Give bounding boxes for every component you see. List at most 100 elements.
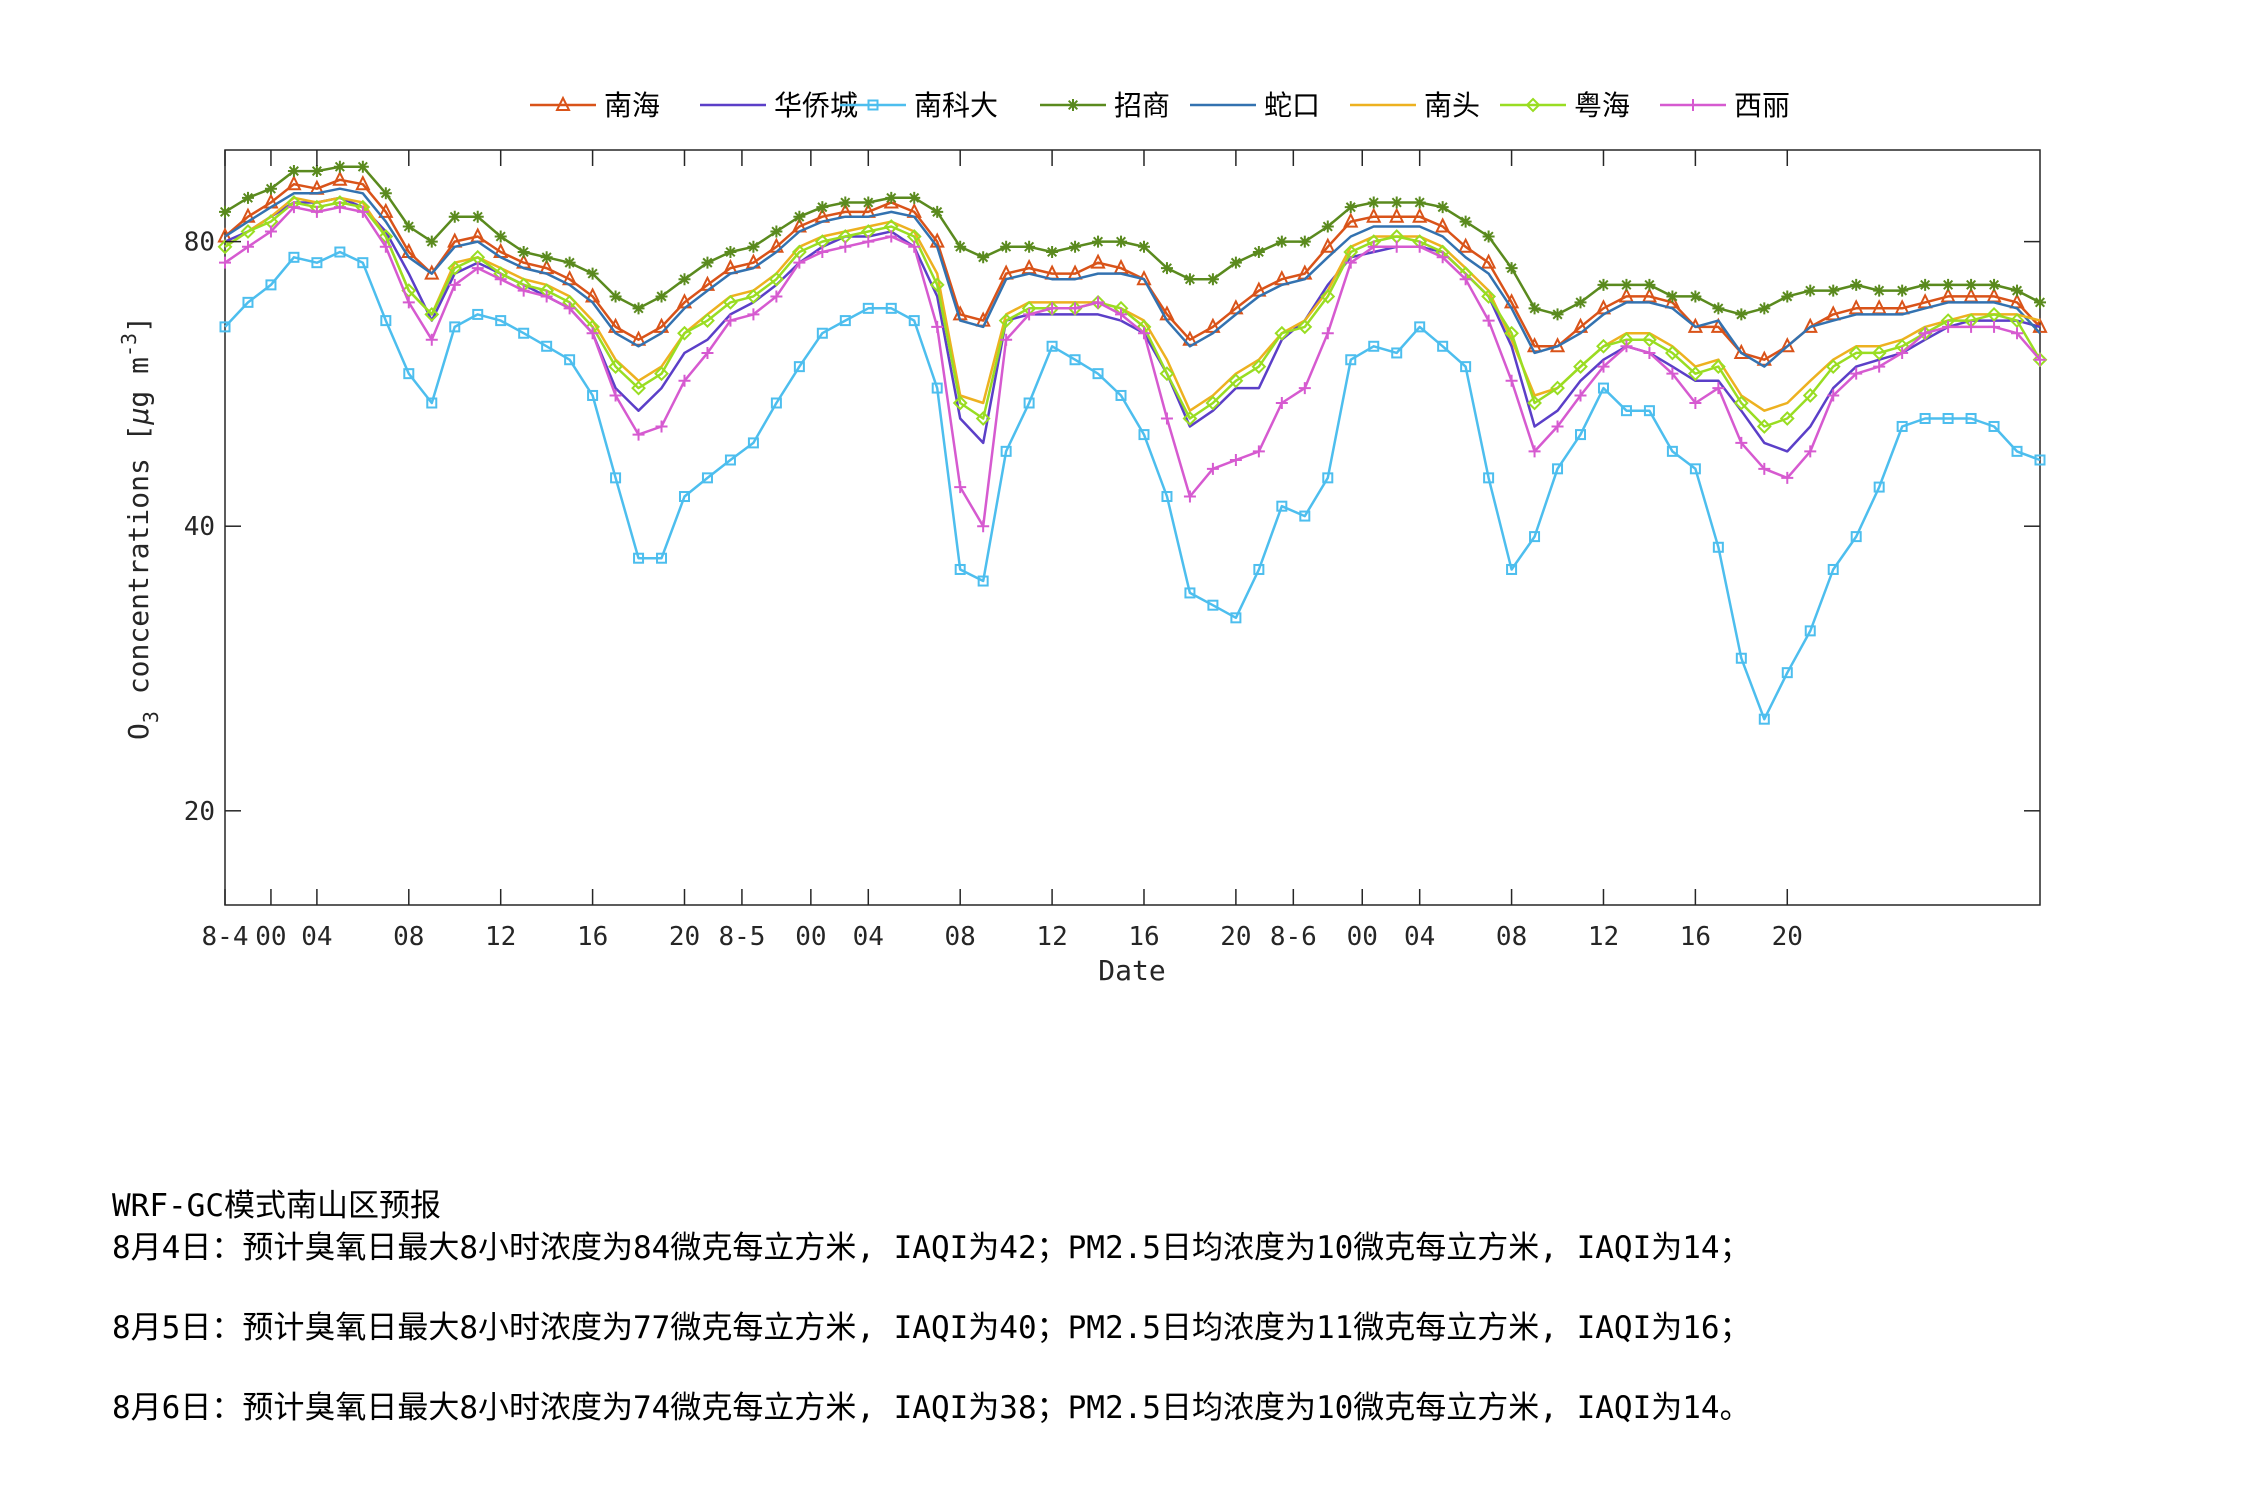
plus-marker	[1000, 333, 1013, 346]
asterisk-marker	[816, 201, 829, 214]
plus-marker	[701, 346, 714, 359]
asterisk-marker	[954, 240, 967, 253]
square-marker	[908, 315, 920, 327]
diamond-marker	[1779, 411, 1795, 426]
plus-marker	[1896, 346, 1909, 359]
diamond-marker	[1848, 345, 1864, 361]
plus-marker	[563, 302, 576, 315]
series-8	[219, 201, 2046, 533]
x-tick-label: 8-6	[1270, 922, 1317, 952]
plus-marker	[678, 374, 691, 387]
legend-item-6: 南头	[1350, 89, 1480, 122]
asterisk-marker	[839, 196, 852, 209]
square-marker	[1552, 463, 1564, 475]
square-marker	[334, 246, 346, 258]
plus-marker	[1505, 374, 1518, 387]
plus-marker	[1873, 360, 1886, 373]
diamond-marker	[447, 260, 463, 276]
asterisk-marker	[793, 210, 806, 223]
plus-marker	[1965, 320, 1978, 333]
asterisk-marker	[1115, 235, 1128, 248]
plus-marker	[1620, 340, 1633, 353]
plus-marker	[494, 273, 507, 286]
triangle-marker	[1343, 212, 1359, 228]
square-marker	[1414, 321, 1426, 333]
x-tick-label: 12	[1036, 922, 1067, 952]
diamond-marker	[723, 294, 738, 310]
plus-marker	[402, 296, 415, 309]
asterisk-marker	[1413, 196, 1426, 209]
asterisk-marker	[471, 210, 484, 223]
diamond-marker	[2009, 313, 2025, 329]
plus-marker	[1413, 240, 1426, 253]
square-marker	[747, 437, 759, 449]
diamond-marker	[1228, 373, 1244, 389]
square-marker	[495, 315, 507, 327]
square-marker	[587, 389, 599, 401]
triangle-marker	[630, 330, 647, 346]
plus-marker	[816, 246, 829, 259]
y-title-sup: -3	[117, 333, 141, 357]
plus-marker	[1781, 471, 1794, 484]
square-marker	[1919, 412, 1931, 424]
asterisk-marker	[379, 187, 392, 200]
square-marker	[1712, 541, 1724, 553]
square-marker	[1597, 382, 1609, 394]
square-marker	[954, 563, 966, 575]
asterisk-marker	[1183, 273, 1196, 286]
x-tick-label: 04	[853, 922, 884, 952]
diamond-marker	[1527, 395, 1542, 411]
series-line	[224, 187, 2041, 368]
x-tick-label: 08	[1496, 922, 1527, 952]
asterisk-marker	[1252, 246, 1265, 259]
legend-item-2: 华侨城	[700, 89, 858, 122]
diamond-marker	[1573, 359, 1588, 375]
plus-marker	[908, 240, 921, 253]
plus-marker	[1758, 462, 1771, 475]
forecast-title: WRF-GC模式南山区预报	[112, 1188, 441, 1224]
asterisk-marker	[1643, 278, 1656, 291]
square-marker	[311, 257, 323, 269]
legend-label: 南海	[604, 89, 660, 122]
square-marker	[449, 321, 461, 333]
triangle-marker	[1458, 237, 1474, 253]
diamond-marker	[677, 325, 692, 341]
square-marker	[1069, 354, 1081, 366]
asterisk-marker	[1390, 196, 1403, 209]
square-marker	[1184, 587, 1196, 599]
asterisk-marker	[1206, 273, 1219, 286]
square-marker	[1046, 340, 1058, 352]
forecast-day-3: 8月6日：预计臭氧日最大8小时浓度为74微克每立方米, IAQI为38；PM2.…	[112, 1390, 1751, 1426]
asterisk-marker	[563, 256, 576, 269]
square-marker	[1000, 445, 1012, 457]
triangle-marker	[1756, 350, 1772, 366]
y-tick-label: 40	[184, 512, 215, 542]
asterisk-marker	[402, 220, 415, 233]
asterisk-marker	[2034, 296, 2046, 309]
asterisk-marker	[356, 160, 369, 173]
square-marker	[518, 327, 530, 339]
plus-marker	[1115, 308, 1128, 321]
plus-marker	[954, 481, 967, 494]
diamond-marker	[608, 359, 623, 375]
legend-item-1: 南海	[530, 89, 660, 122]
square-marker	[1483, 472, 1495, 484]
square-marker	[1230, 612, 1242, 624]
square-marker	[1575, 429, 1587, 441]
plus-marker	[770, 290, 783, 303]
plus-marker	[632, 428, 645, 441]
x-tick-label: 12	[485, 922, 516, 952]
square-marker	[1896, 420, 1908, 432]
series-3	[219, 246, 2046, 725]
plus-marker	[862, 235, 875, 248]
asterisk-marker	[586, 267, 599, 280]
plus-marker	[1023, 308, 1036, 321]
triangle-marker	[1320, 237, 1336, 253]
plus-marker	[1827, 389, 1840, 402]
x-tick-label: 16	[1128, 922, 1159, 952]
square-marker	[977, 575, 989, 587]
triangle-marker	[1435, 217, 1451, 233]
asterisk-marker	[1850, 278, 1863, 291]
square-marker	[242, 296, 254, 308]
